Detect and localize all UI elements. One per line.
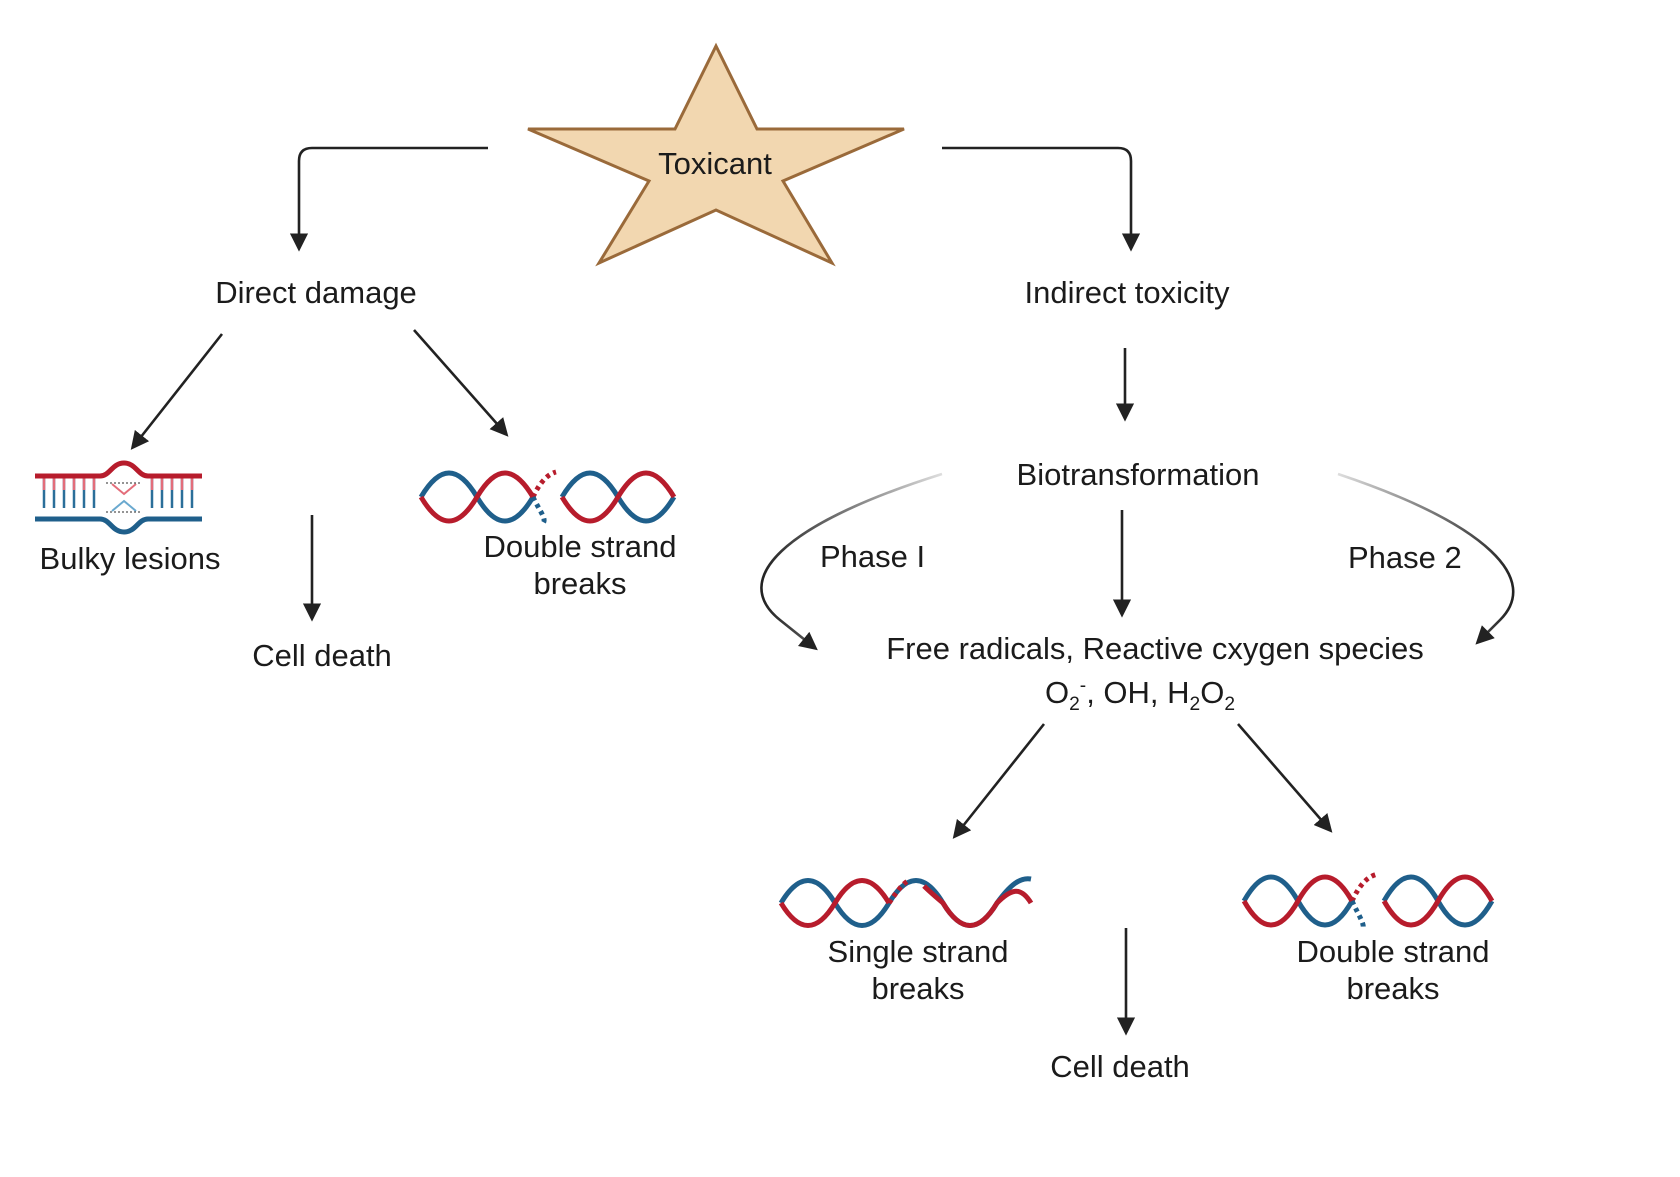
direct-damage-label: Direct damage — [215, 275, 417, 310]
arrow-radicals-to-ssb — [952, 723, 1046, 839]
species-oh-h: , OH, H — [1086, 675, 1190, 710]
species-o: O — [1200, 675, 1225, 710]
arrow-radicals-to-dsb — [1237, 723, 1333, 833]
arrows — [130, 146, 1515, 1036]
arrow-toxicant-to-indirect — [942, 146, 1141, 252]
species-h2-sub: 2 — [1189, 694, 1201, 716]
arrow-phase1-curve — [760, 472, 943, 651]
phase-2-label: Phase 2 — [1348, 540, 1462, 575]
indirect-toxicity-label: Indirect toxicity — [1024, 275, 1230, 310]
species-o2-sub2: 2 — [1224, 694, 1236, 716]
arrow-toxicant-to-direct — [289, 146, 488, 252]
dna-bulky-lesion-icon — [35, 460, 202, 535]
dna-single-strand-break-icon — [778, 876, 1034, 928]
biotransformation-label: Biotransformation — [1016, 457, 1260, 492]
bulky-lesions-label: Bulky lesions — [39, 541, 221, 576]
arrow-direct-to-bulky — [130, 333, 224, 450]
species-o2: O — [1044, 675, 1070, 710]
arrow-phase2-curve — [1337, 472, 1515, 645]
dna-double-strand-break-icon-right — [1241, 871, 1495, 932]
species-formula: O2-, OH, H2O2 — [1044, 674, 1235, 714]
arrow-direct-to-dsb — [413, 329, 509, 437]
toxicant-label: Toxicant — [658, 146, 772, 181]
single-strand-breaks-label: Single strand breaks — [827, 934, 1009, 1006]
double-strand-breaks-left-label: Double strand breaks — [483, 529, 677, 601]
phase-1-label: Phase I — [820, 539, 926, 574]
double-strand-breaks-right-label: Double strand breaks — [1296, 934, 1490, 1006]
species-o2-sup: - — [1079, 675, 1087, 697]
cell-death-right-label: Cell death — [1050, 1049, 1190, 1084]
dna-double-strand-break-icon-left — [418, 469, 677, 527]
cell-death-left-label: Cell death — [252, 638, 392, 673]
free-radicals-label: Free radicals, Reactive cxygen species — [886, 631, 1424, 666]
star-icon — [527, 42, 905, 267]
species-o2-sub: 2 — [1069, 694, 1080, 716]
